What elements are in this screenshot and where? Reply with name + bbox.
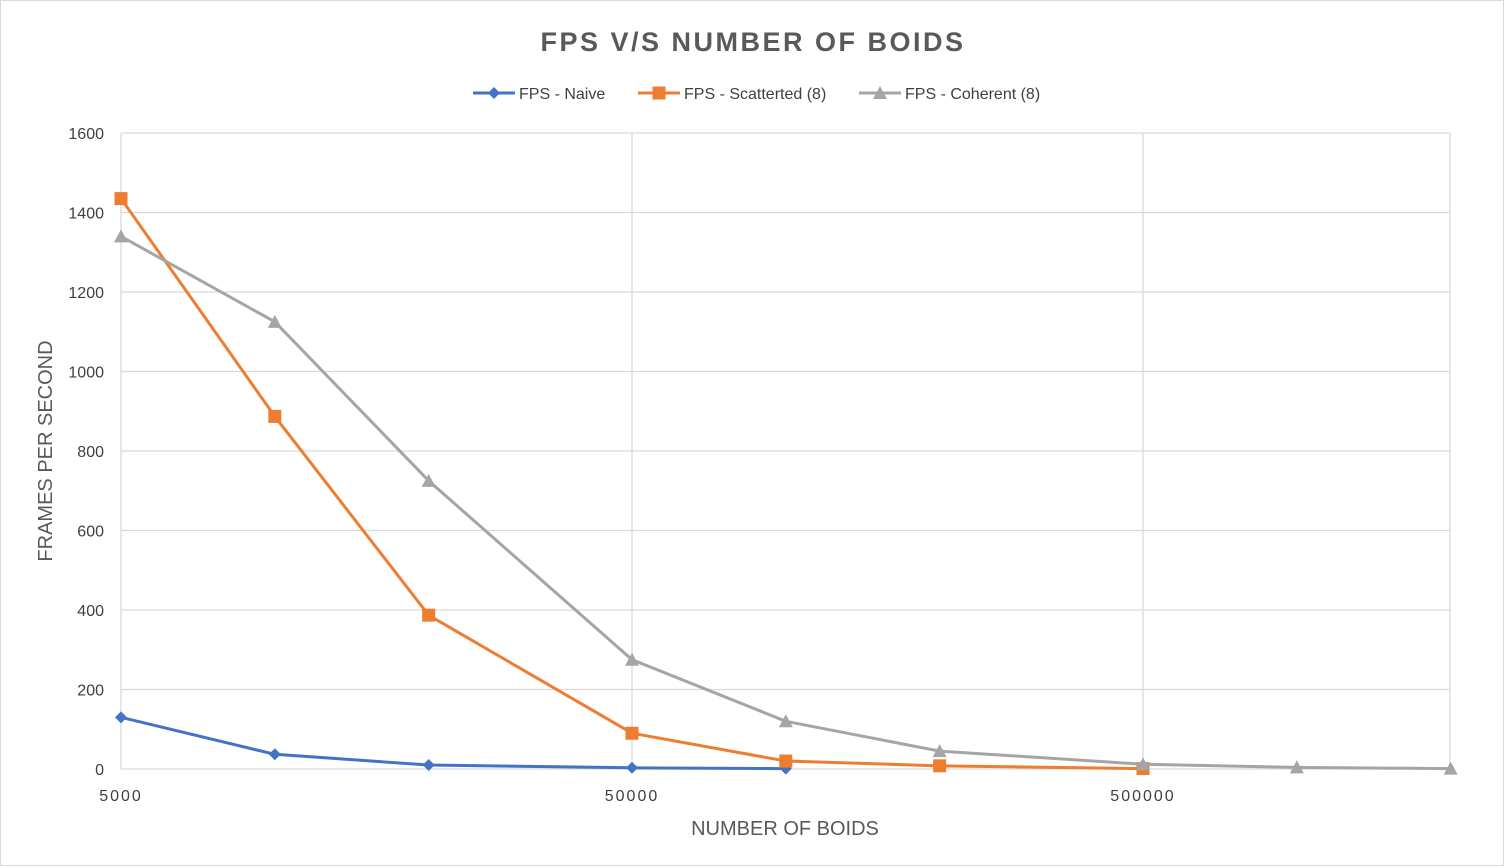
legend-item: FPS - Naive <box>473 86 605 103</box>
data-point <box>268 748 281 761</box>
series-line <box>120 235 1451 771</box>
y-tick-label: 800 <box>77 444 104 461</box>
data-point <box>625 726 639 740</box>
data-point <box>422 759 435 772</box>
y-tick-label: 1200 <box>68 285 104 302</box>
y-tick-label: 200 <box>77 683 104 700</box>
legend-label: FPS - Scatterted (8) <box>684 86 826 103</box>
y-tick-label: 1600 <box>68 126 104 143</box>
data-point <box>932 744 947 758</box>
x-axis-ticks: 5000 50000 500000 <box>99 788 1175 805</box>
data-point <box>1289 760 1304 774</box>
data-point <box>1443 761 1458 775</box>
series-3 <box>114 229 1458 775</box>
series-group <box>114 192 1458 776</box>
gridlines <box>120 132 1451 770</box>
y-tick-label: 1000 <box>68 365 104 382</box>
legend-label: FPS - Coherent (8) <box>905 86 1040 103</box>
legend-marker <box>652 86 666 100</box>
data-point <box>933 759 947 773</box>
data-point <box>114 229 128 243</box>
x-axis-title: NUMBER OF BOIDS <box>691 818 879 840</box>
x-tick-label: 5000 <box>99 788 143 805</box>
y-axis-ticks: 0 200 400 600 800 1000 1200 1400 1600 <box>68 126 104 779</box>
legend-marker <box>873 86 887 99</box>
data-point <box>1136 757 1150 771</box>
y-tick-label: 1400 <box>68 206 104 223</box>
y-axis-title: FRAMES PER SECOND <box>35 340 57 561</box>
data-point <box>779 754 793 768</box>
x-tick-label: 500000 <box>1110 788 1175 805</box>
data-point <box>115 711 127 724</box>
y-tick-label: 0 <box>95 762 104 779</box>
data-point <box>267 314 282 328</box>
legend-label: FPS - Naive <box>519 86 605 103</box>
data-point <box>625 652 639 666</box>
legend-marker <box>488 87 500 99</box>
data-point <box>626 761 638 774</box>
data-point <box>421 473 436 487</box>
data-point <box>268 409 282 423</box>
chart-title: FPS V/S NUMBER OF BOIDS <box>540 27 965 57</box>
legend: FPS - Naive FPS - Scatterted (8) FPS - Coh… <box>473 86 1040 103</box>
data-point <box>422 608 436 622</box>
data-point <box>114 192 128 206</box>
data-point <box>778 714 793 728</box>
y-tick-label: 600 <box>77 524 104 541</box>
legend-item: FPS - Scatterted (8) <box>638 86 826 103</box>
series-1 <box>115 711 792 775</box>
y-tick-label: 400 <box>77 603 104 620</box>
legend-item: FPS - Coherent (8) <box>859 86 1040 103</box>
x-tick-label: 50000 <box>605 788 660 805</box>
